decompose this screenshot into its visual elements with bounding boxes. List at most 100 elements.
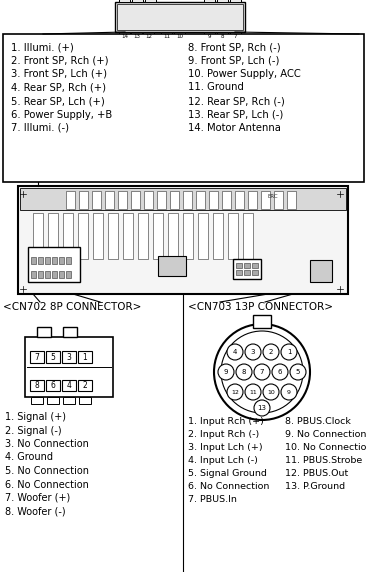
Text: 4. Input Lch (-): 4. Input Lch (-)	[188, 456, 258, 465]
Bar	[93, 213, 103, 259]
Circle shape	[227, 344, 243, 360]
Circle shape	[262, 244, 302, 284]
Bar	[228, 213, 238, 259]
Text: 7. Illumi. (-): 7. Illumi. (-)	[11, 123, 69, 133]
Bar	[78, 213, 88, 259]
Bar	[236, 263, 242, 268]
Text: 2: 2	[83, 381, 87, 390]
Circle shape	[254, 400, 270, 416]
Text: 2. Signal (-): 2. Signal (-)	[5, 426, 62, 435]
Text: 9. Front SP, Lch (-): 9. Front SP, Lch (-)	[188, 55, 279, 66]
Bar	[18, 186, 348, 294]
Bar	[45, 271, 50, 278]
Text: 1: 1	[287, 349, 291, 355]
Bar	[92, 191, 101, 209]
Text: 6: 6	[278, 369, 282, 375]
Bar	[38, 271, 43, 278]
Text: <CN703 13P CONNECTOR>: <CN703 13P CONNECTOR>	[188, 302, 333, 312]
Text: 1: 1	[83, 352, 87, 362]
Bar	[31, 257, 36, 264]
Circle shape	[335, 284, 345, 294]
Text: 7. Woofer (+): 7. Woofer (+)	[5, 493, 70, 503]
Text: 8. Woofer (-): 8. Woofer (-)	[5, 506, 66, 517]
Bar	[233, 259, 261, 279]
Bar	[62, 351, 76, 363]
Circle shape	[218, 364, 234, 380]
Circle shape	[18, 284, 28, 294]
Bar	[66, 257, 71, 264]
Bar	[78, 351, 92, 363]
Bar	[131, 191, 140, 209]
Text: 2. Input Rch (-): 2. Input Rch (-)	[188, 430, 259, 439]
Text: 3. Input Lch (+): 3. Input Lch (+)	[188, 443, 263, 452]
Circle shape	[254, 364, 270, 380]
Text: ERC: ERC	[268, 194, 279, 199]
Bar	[63, 397, 75, 404]
Bar	[52, 257, 57, 264]
Bar	[209, 191, 218, 209]
Text: 3: 3	[66, 352, 72, 362]
Text: 14. Motor Antenna: 14. Motor Antenna	[188, 123, 281, 133]
Bar	[20, 188, 346, 210]
Text: 7: 7	[260, 369, 264, 375]
Bar	[252, 270, 258, 275]
Bar	[119, 0, 130, 2]
Text: 6. No Connection: 6. No Connection	[188, 482, 269, 491]
Circle shape	[221, 331, 303, 413]
Bar	[174, 32, 185, 40]
Bar	[198, 213, 208, 259]
Bar	[236, 270, 242, 275]
Text: 8: 8	[242, 369, 246, 375]
Text: 9: 9	[224, 369, 228, 375]
Text: 5. Rear SP, Lch (+): 5. Rear SP, Lch (+)	[11, 96, 105, 106]
Bar	[59, 271, 64, 278]
Circle shape	[268, 250, 296, 278]
Circle shape	[281, 344, 297, 360]
Bar	[161, 32, 172, 40]
Bar	[183, 191, 192, 209]
Text: 7: 7	[34, 352, 39, 362]
Bar	[31, 397, 43, 404]
Bar	[144, 191, 153, 209]
Text: 13. P.Ground: 13. P.Ground	[285, 482, 345, 491]
Bar	[59, 257, 64, 264]
Bar	[145, 0, 156, 2]
Text: 3. No Connection: 3. No Connection	[5, 439, 89, 449]
Bar	[118, 191, 127, 209]
Bar	[157, 191, 166, 209]
Text: 13: 13	[258, 405, 266, 411]
Bar	[117, 4, 243, 30]
Bar	[230, 32, 241, 40]
Circle shape	[192, 260, 204, 272]
Text: 10: 10	[267, 390, 275, 395]
Text: 3: 3	[251, 349, 255, 355]
Bar	[217, 0, 228, 2]
Bar	[132, 0, 143, 2]
Text: 5: 5	[51, 352, 55, 362]
Text: 6. No Connection: 6. No Connection	[5, 479, 89, 490]
Bar	[30, 380, 44, 391]
Bar	[131, 32, 142, 40]
Text: 11. PBUS.Strobe: 11. PBUS.Strobe	[285, 456, 362, 465]
Bar	[310, 260, 332, 282]
Bar	[63, 327, 77, 337]
Circle shape	[263, 344, 279, 360]
Bar	[33, 213, 43, 259]
Text: 11. Ground: 11. Ground	[188, 82, 244, 93]
Bar	[28, 247, 80, 282]
Bar	[230, 0, 241, 2]
Text: 4: 4	[66, 381, 72, 390]
Bar	[63, 213, 73, 259]
Bar	[108, 213, 118, 259]
Circle shape	[227, 384, 243, 400]
Text: 12. PBUS.Out: 12. PBUS.Out	[285, 469, 348, 478]
Bar	[243, 213, 253, 259]
Bar	[45, 257, 50, 264]
Bar	[48, 213, 58, 259]
Text: 5: 5	[296, 369, 300, 375]
Bar	[158, 256, 186, 276]
Circle shape	[86, 259, 100, 273]
Circle shape	[90, 263, 96, 269]
Bar	[170, 191, 179, 209]
Text: 7: 7	[234, 34, 237, 38]
